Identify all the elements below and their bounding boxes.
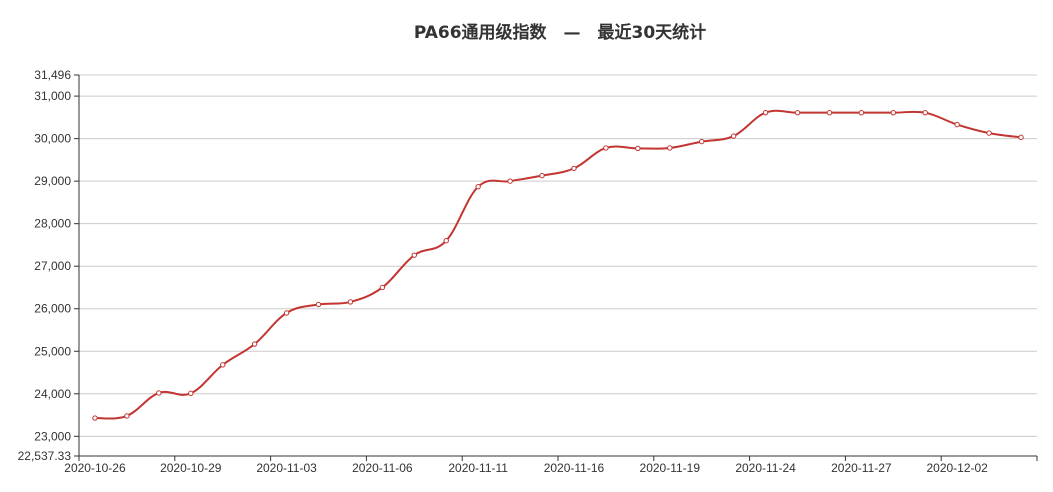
data-point [890, 109, 896, 116]
data-point [188, 390, 194, 397]
data-point [251, 341, 258, 347]
data-point [699, 138, 705, 145]
data-point [92, 415, 98, 421]
data-point [124, 413, 130, 419]
data-point [826, 109, 833, 116]
y-tick-label: 31,000 [34, 89, 71, 103]
data-point [858, 109, 865, 116]
data-point [603, 145, 609, 151]
x-tick-label: 2020-10-29 [160, 461, 222, 475]
y-tick-label: 29,000 [34, 174, 71, 188]
data-point [220, 362, 226, 368]
data-point [986, 130, 992, 136]
y-tick-label: 31,496 [34, 68, 71, 82]
y-tick-label: 30,000 [34, 132, 71, 146]
y-tick-label: 24,000 [34, 387, 71, 401]
data-point [539, 172, 545, 179]
data-point [730, 133, 737, 139]
data-point [762, 109, 769, 116]
x-tick-label: 2020-11-19 [640, 461, 701, 475]
data-point [507, 178, 513, 184]
data-point [922, 109, 928, 116]
x-tick-label: 2020-11-16 [544, 461, 605, 475]
data-point [443, 237, 449, 244]
x-tick-label: 2020-11-24 [735, 461, 796, 475]
data-point [283, 310, 290, 316]
y-tick-label: 28,000 [34, 217, 71, 231]
data-point [315, 301, 322, 308]
chart-title: PA66通用级指数 — 最近30天统计 [413, 23, 707, 43]
y-tick-label: 26,000 [34, 302, 71, 316]
data-point [1018, 134, 1024, 141]
x-tick-label: 2020-11-03 [256, 461, 317, 475]
series-line [94, 109, 1022, 420]
data-point [156, 390, 162, 396]
y-tick-label: 27,000 [34, 259, 71, 273]
data-point [411, 252, 417, 258]
x-tick-label: 2020-12-02 [926, 461, 988, 475]
data-point [794, 109, 801, 116]
y-tick-label: 22,537.33 [18, 449, 72, 463]
x-tick-label: 2020-11-06 [352, 461, 413, 475]
data-point [475, 183, 481, 190]
x-tick-label: 2020-11-27 [831, 461, 892, 475]
data-point [667, 145, 673, 151]
x-tick-label: 2020-11-11 [448, 461, 508, 475]
x-tick-label: 2020-10-26 [64, 461, 126, 475]
y-tick-label: 23,000 [34, 429, 71, 443]
data-point [954, 121, 960, 128]
data-point [379, 284, 386, 291]
data-point [635, 145, 641, 152]
data-point [347, 299, 354, 305]
data-point [571, 165, 577, 172]
y-tick-label: 25,000 [34, 344, 71, 358]
